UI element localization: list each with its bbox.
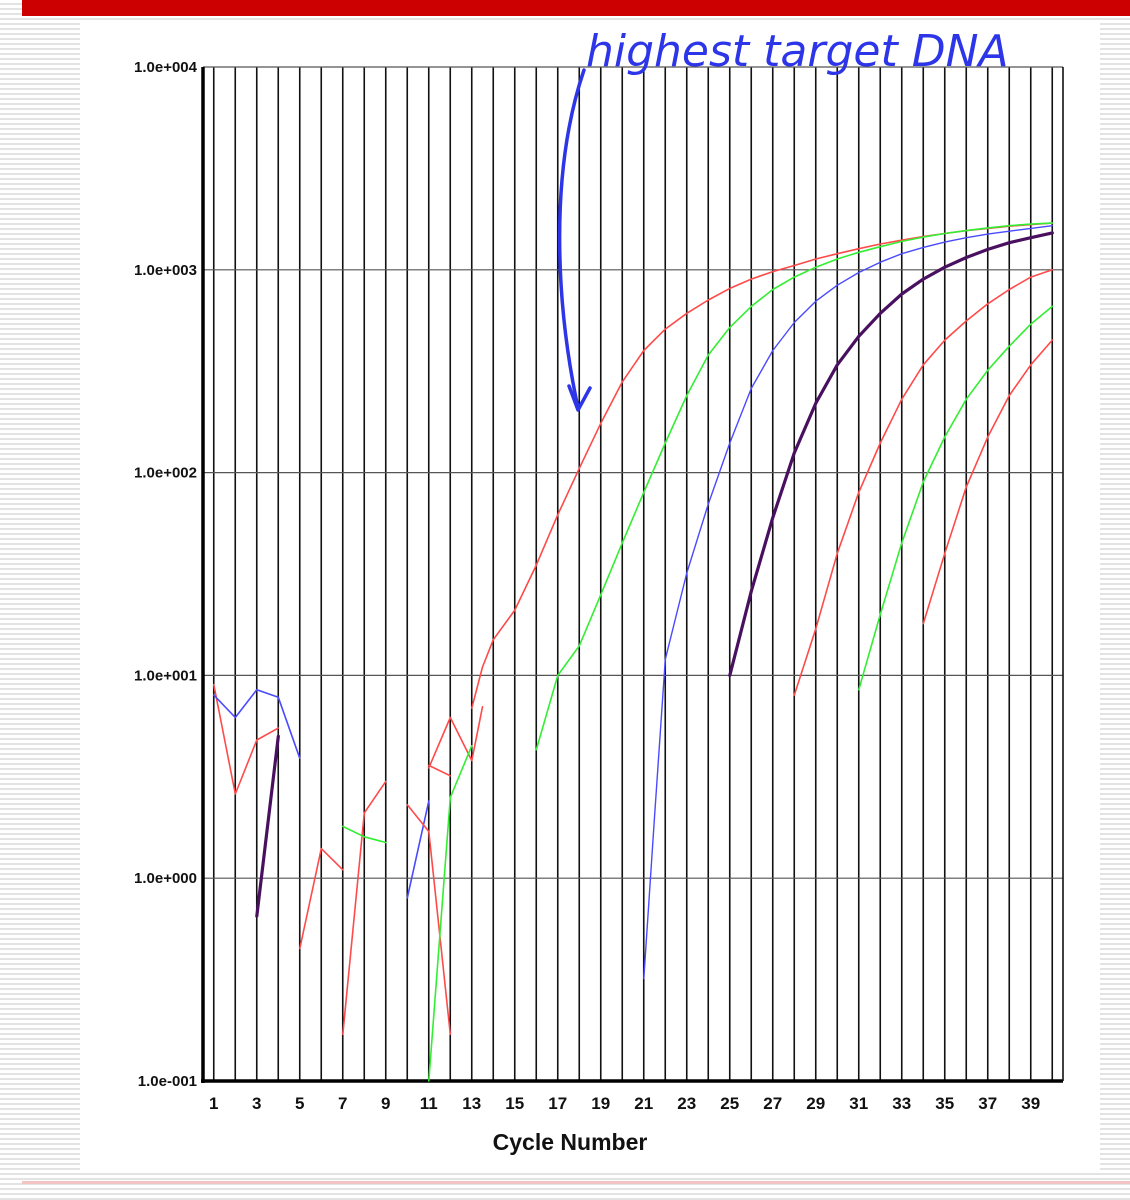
series-line-purple [255,734,280,918]
series-line-red [428,706,484,769]
x-tick-label: 3 [252,1094,261,1113]
series-line-green [858,305,1054,691]
x-tick-label: 15 [505,1094,524,1113]
series-line-blue [213,688,301,760]
x-tick-label: 1 [209,1094,218,1113]
slide-bottom-line [22,1181,1130,1184]
x-tick-label: 33 [892,1094,911,1113]
series-line-red [342,780,387,1036]
x-tick-label: 25 [720,1094,739,1113]
series-line-red [793,269,1054,696]
slide-top-bar [22,0,1130,16]
series-line-red [213,683,280,795]
series-lines [213,222,1054,1082]
y-tick-label: 1.0e+000 [134,870,197,887]
y-tick-label: 1.0e+004 [134,59,198,76]
annotation-text: highest target DNA [586,26,1009,77]
x-tick-label: 37 [978,1094,997,1113]
series-line-red [428,764,452,777]
x-tick-label: 11 [420,1094,438,1113]
x-tick-label: 35 [935,1094,954,1113]
x-tick-label: 19 [591,1094,610,1113]
series-line-green [428,744,473,1082]
x-tick-label: 23 [677,1094,696,1113]
chart-panel [80,22,1100,1172]
series-line-blue [643,225,1053,980]
series-line-blue [406,800,430,899]
x-tick-label: 5 [295,1094,304,1113]
annotation-arrow [557,68,586,410]
x-tick-label: 29 [806,1094,825,1113]
x-axis-label: Cycle Number [493,1129,648,1155]
series-line-red [922,339,1054,625]
series-line-red [406,804,452,1036]
grid [203,66,1063,1082]
annotation-arrow-head [567,384,592,412]
series-line-green [342,825,387,844]
x-tick-label: 31 [849,1094,868,1113]
series-line-green [535,222,1054,751]
series-line-red [471,222,1054,709]
annotation: highest target DNA [557,26,1009,412]
x-tick-label: 17 [548,1094,567,1113]
y-tick-label: 1.0e+001 [134,667,197,684]
y-tick-label: 1.0e-001 [138,1073,197,1090]
series-line-purple [728,231,1054,677]
x-tick-labels: 1 3 5 7 9 11 13 15 17 19 21 23 25 27 29 31 33 35 37 39 [209,1094,1040,1113]
x-tick-label: 39 [1021,1094,1040,1113]
x-tick-label: 7 [338,1094,347,1113]
x-tick-label: 27 [763,1094,782,1113]
y-tick-labels: 1.0e+004 1.0e+003 1.0e+002 1.0e+001 1.0e+000… [134,59,198,1090]
x-tick-label: 21 [634,1094,653,1113]
axes [201,67,1064,1083]
y-tick-label: 1.0e+003 [134,262,197,279]
x-tick-label: 13 [462,1094,481,1113]
y-tick-label: 1.0e+002 [134,465,197,482]
x-tick-label: 9 [381,1094,390,1113]
series-line-red [299,847,344,950]
